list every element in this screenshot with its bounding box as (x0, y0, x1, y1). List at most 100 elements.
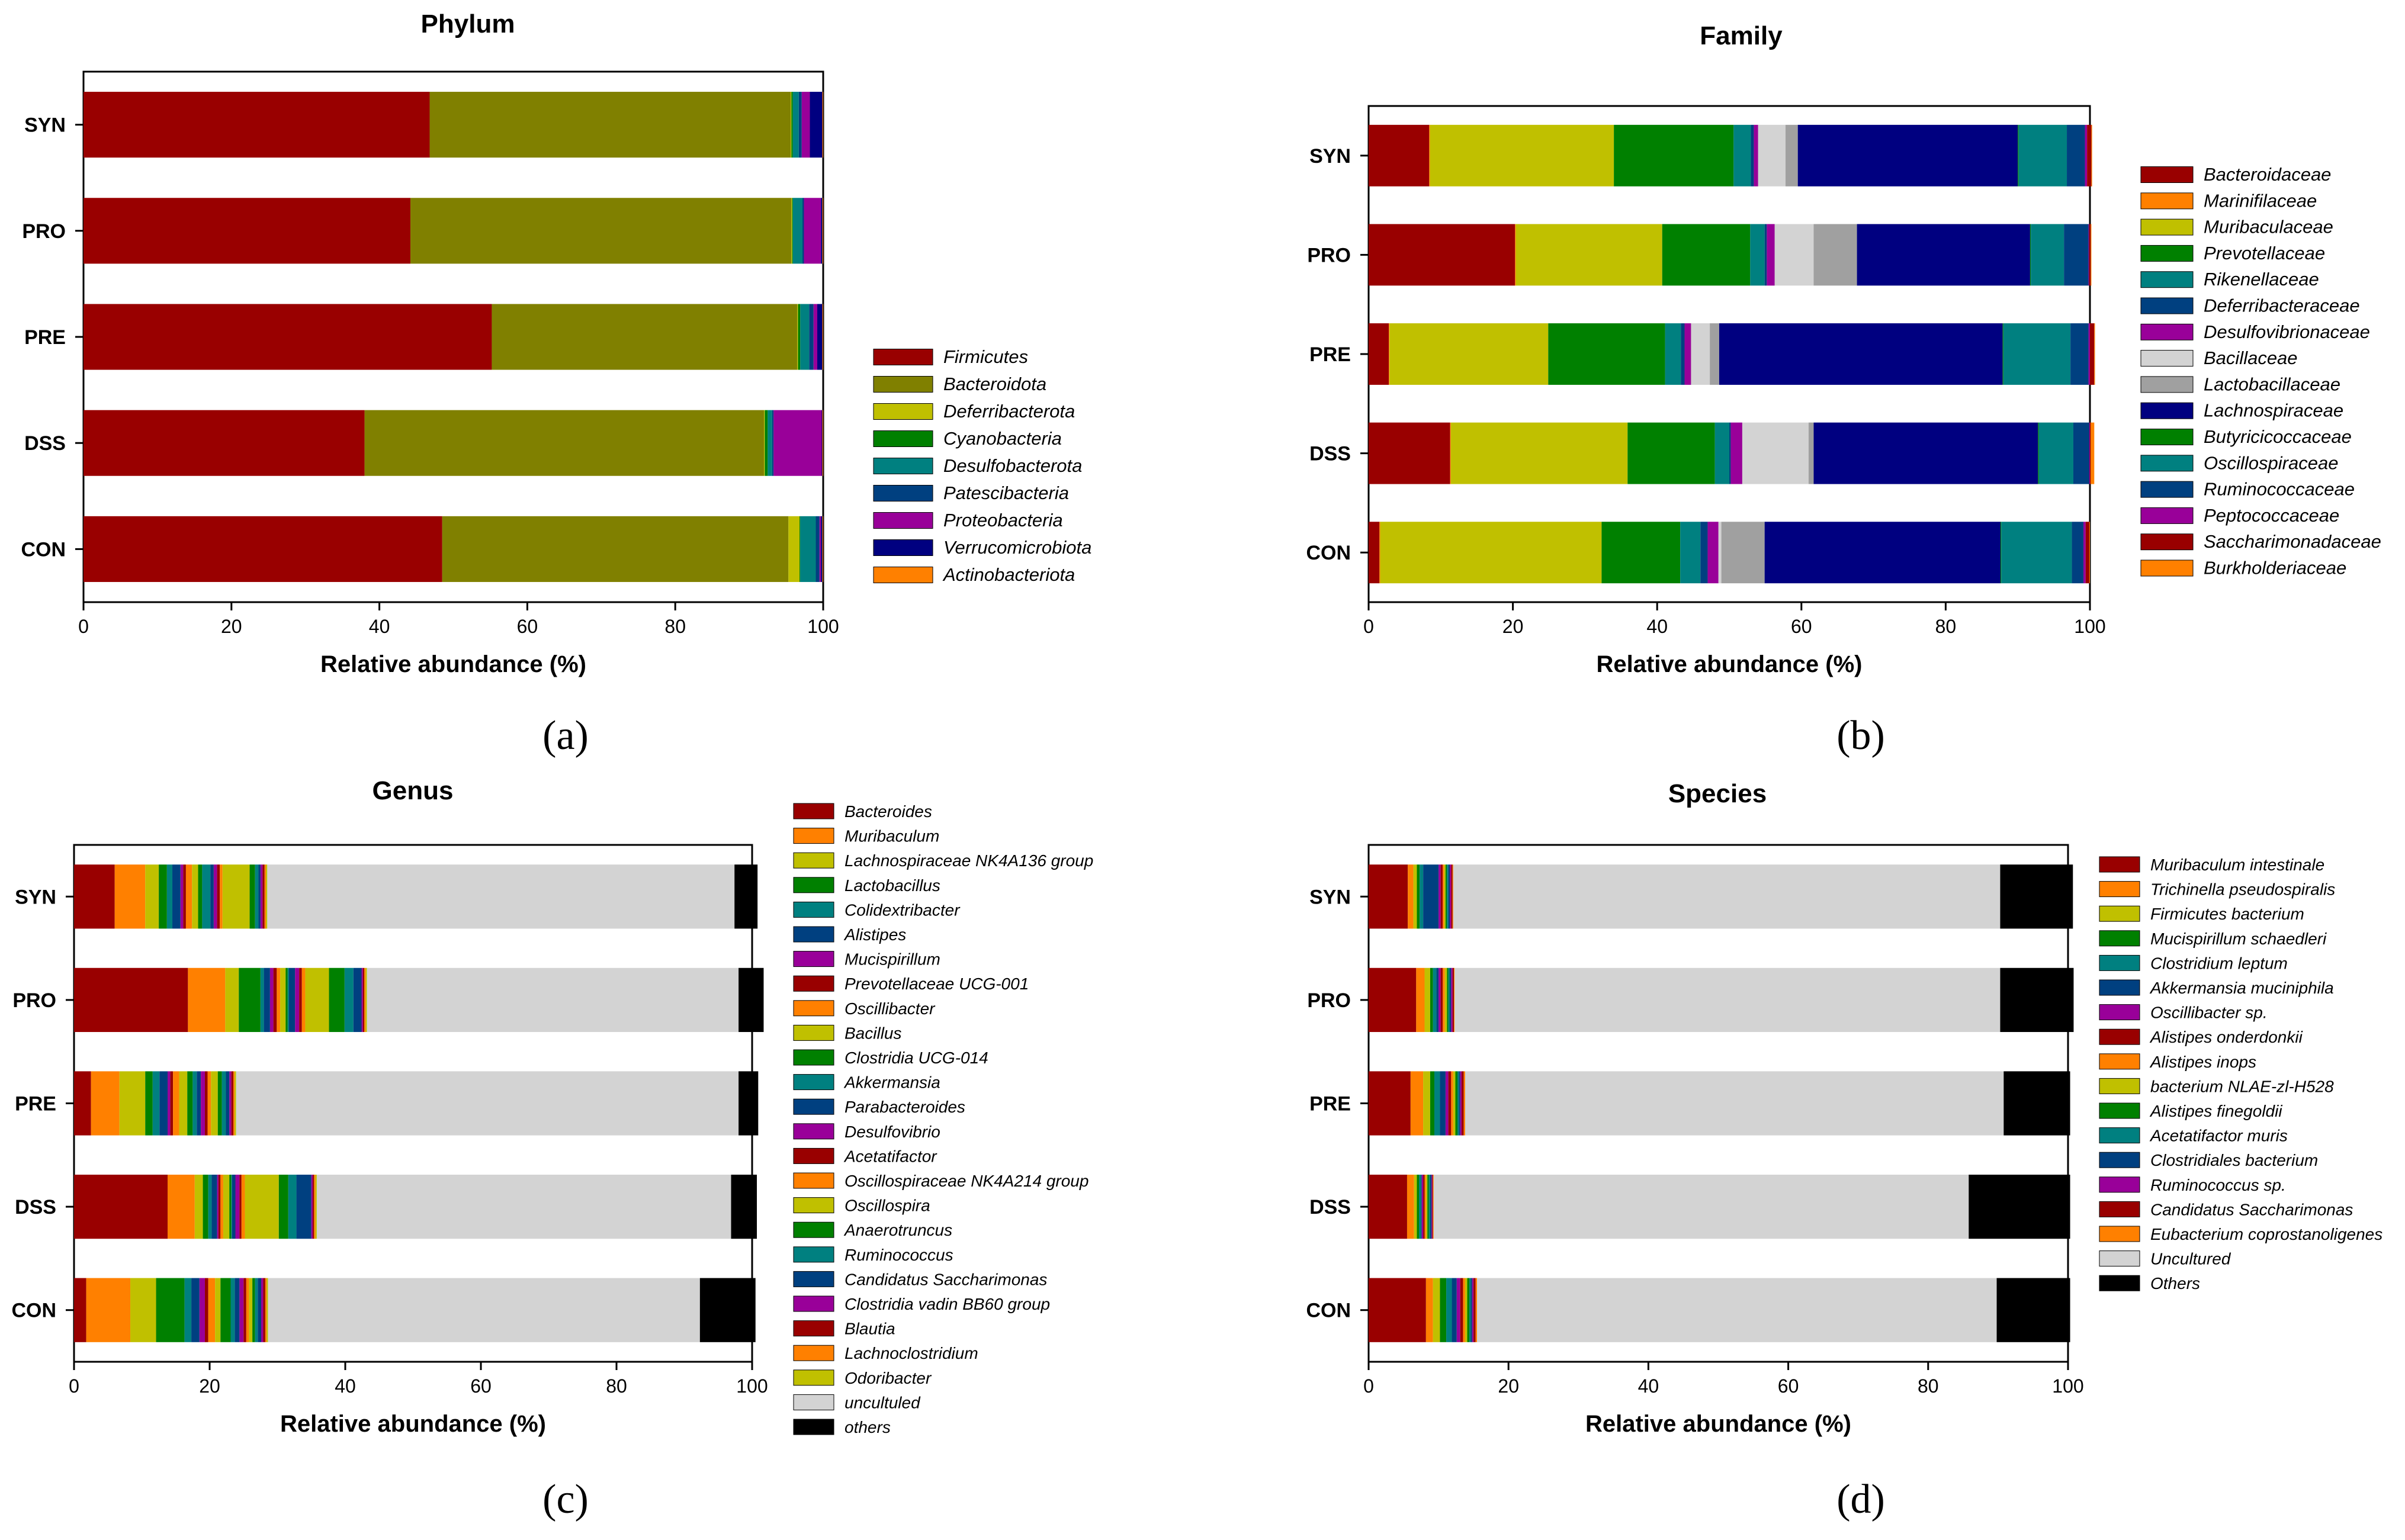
bar-segment (797, 304, 798, 370)
bar-segment (1417, 864, 1420, 929)
bar-segment (145, 864, 159, 929)
bar-pro (74, 967, 764, 1033)
category-label: PRE (24, 326, 66, 349)
legend-label: Mucispirillum (845, 950, 940, 969)
legend-label: Mucispirillum schaedleri (2150, 930, 2327, 948)
bar-segment (800, 516, 816, 582)
bar-segment (1691, 323, 1710, 385)
legend-swatch (873, 458, 933, 474)
legend-label: Anaerotruncus (843, 1221, 952, 1239)
legend-label: Bacillaceae (2204, 348, 2298, 368)
bar-segment (159, 1071, 168, 1136)
legend-swatch (2140, 429, 2194, 445)
legend-label: Oscillospiraceae NK4A214 group (845, 1172, 1088, 1190)
bar-segment (249, 864, 255, 929)
bar-segment (199, 1278, 205, 1342)
bar-segment (1369, 967, 1417, 1033)
bar-con (1369, 1278, 2070, 1342)
bar-segment (217, 1174, 219, 1239)
legend-swatch (2099, 930, 2140, 947)
bar-segment (156, 1278, 185, 1342)
bar-segment (1452, 1278, 1457, 1342)
bar-segment (1430, 1071, 1435, 1136)
bar-segment (2031, 224, 2064, 286)
x-axis-label: Relative abundance (%) (1585, 1411, 1851, 1437)
bar-segment (1414, 1174, 1417, 1239)
bar-segment (220, 1278, 231, 1342)
bar-segment (1433, 1174, 1969, 1239)
bar-segment (215, 1278, 221, 1342)
bar-segment (255, 864, 259, 929)
legend-label: uncultuled (845, 1393, 921, 1412)
bar-segment (1465, 1278, 1468, 1342)
legend-swatch (793, 828, 834, 844)
bar-segment (1786, 124, 1798, 187)
legend-swatch (2140, 455, 2194, 472)
bar-segment (1767, 224, 1775, 286)
legend-label: Firmicutes bacterium (2150, 905, 2304, 923)
bar-segment (261, 1278, 264, 1342)
x-tick-label: 60 (517, 616, 538, 637)
legend-label: Acetatifactor muris (2149, 1127, 2288, 1145)
bar-segment (1996, 1278, 2070, 1342)
bar-segment (2064, 224, 2089, 286)
bar-segment (2089, 422, 2090, 484)
bar-segment (792, 198, 793, 264)
x-tick-label: 60 (1778, 1375, 1799, 1397)
bar-segment (1432, 1174, 1433, 1239)
legend-label: Alistipes onderdonkii (2149, 1028, 2303, 1046)
legend-swatch (793, 1394, 834, 1410)
panel-genus: Genus CON DSS PRE PRO SYN 0 20 40 60 80 100 Relative… (11, 776, 1093, 1522)
bar-segment (821, 410, 823, 476)
bar-segment (210, 864, 214, 929)
bar-pro (1369, 967, 2074, 1033)
bar-segment (1627, 422, 1715, 484)
bar-segment (1808, 422, 1814, 484)
legend-label: Desulfobacterota (943, 455, 1082, 476)
bar-segment (180, 864, 184, 929)
bar-segment (208, 1278, 216, 1342)
bar-segment (1456, 1278, 1460, 1342)
bar-segment (791, 92, 793, 158)
bar-segment (288, 1174, 297, 1239)
legend-label: Marinifilaceae (2204, 190, 2317, 211)
legend-swatch (793, 1369, 834, 1386)
panel-letter: (d) (1836, 1477, 1885, 1522)
legend-swatch (873, 430, 933, 447)
bar-segment (207, 1071, 211, 1136)
x-tick-label: 40 (335, 1375, 356, 1397)
category-label: PRE (1309, 1093, 1351, 1115)
bar-segment (152, 1071, 160, 1136)
bar-segment (260, 864, 263, 929)
bar-segment (2089, 224, 2091, 286)
bar-segment (1447, 864, 1449, 929)
legend-swatch (873, 485, 933, 501)
bar-segment (239, 1278, 244, 1342)
bar-segment (798, 92, 802, 158)
bar-segment (1425, 1174, 1428, 1239)
bar-segment (1379, 522, 1380, 584)
bar-con (84, 516, 823, 582)
bar-segment (2003, 1071, 2070, 1136)
bar-segment (738, 967, 764, 1033)
bar-segment (84, 516, 442, 582)
bar-segment (172, 864, 181, 929)
legend-label: Desulfovibrionaceae (2204, 321, 2370, 342)
legend-label: Desulfovibrio (845, 1123, 940, 1141)
legend-label: Candidatus Saccharimonas (2150, 1200, 2353, 1219)
bar-segment (2089, 522, 2090, 584)
bar-pro (1369, 224, 2092, 286)
category-label: SYN (15, 886, 56, 908)
bar-segment (145, 1071, 153, 1136)
bar-segment (1754, 124, 1758, 187)
bar-segment (1477, 1278, 1997, 1342)
bar-segment (2001, 522, 2072, 584)
bar-segment (1684, 323, 1691, 385)
bar-segment (804, 198, 821, 264)
bar-segment (1443, 864, 1444, 929)
bar-segment (1459, 1071, 1460, 1136)
legend-label: Trichinella pseudospiralis (2150, 880, 2335, 899)
legend-label: Oscillospiraceae (2204, 452, 2338, 473)
legend-swatch (793, 1197, 834, 1214)
bar-segment (230, 1278, 235, 1342)
